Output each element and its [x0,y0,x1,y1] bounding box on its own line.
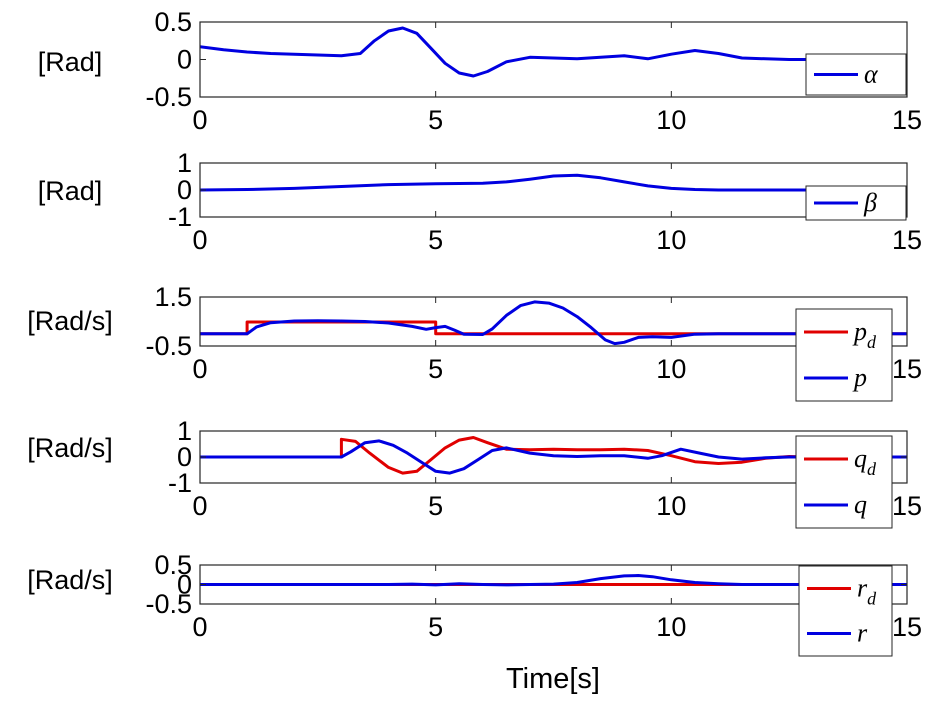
series-line-q [200,439,907,475]
x-tick-label: 0 [192,491,207,521]
series-line-r [200,574,907,587]
x-tick-label: 0 [192,105,207,135]
legend-entry: q [854,490,867,519]
x-tick-label: 0 [192,225,207,255]
y-tick-label: -0.5 [145,589,192,619]
y-tick-label: -1 [168,202,192,232]
y-tick-label: -1 [168,468,192,498]
y-tick-label: 0.5 [154,7,192,37]
x-tick-label: 5 [428,612,443,642]
x-tick-label: 5 [428,105,443,135]
y-tick-label: 0 [177,442,192,472]
x-tick-label: 5 [428,491,443,521]
y-tick-label: 0.5 [154,550,192,580]
x-tick-label: 0 [192,354,207,384]
series-line-α [200,26,907,78]
subplot-1: 0 5 10 150.50-0.5[Rad] α [38,7,922,135]
y-tick-label: 1 [177,148,192,178]
x-tick-label: 10 [656,105,686,135]
y-tick-label: 0 [177,175,192,205]
series-line-qd [200,436,907,475]
axes-box [199,296,908,347]
legend: β [805,185,907,221]
x-tick-label: 15 [892,354,922,384]
x-tick-label: 10 [656,491,686,521]
subplot-3: 0 5 10 15 1.5 -0.5 [Rad/s] pdp [27,282,922,402]
x-tick-label: 0 [192,612,207,642]
series-line-p [200,300,907,346]
y-axis-label: [Rad/s] [27,433,113,463]
legend-box [798,565,893,657]
series-line-β [200,173,907,192]
y-axis-label: [Rad/s] [27,306,113,336]
legend: α [805,53,907,96]
x-tick-label: 10 [656,612,686,642]
y-tick-label: -0.5 [145,82,192,112]
legend-entry: r [857,619,868,648]
legend: pdp [795,308,893,402]
y-axis-label: [Rad] [38,47,103,77]
x-tick-label: 15 [892,225,922,255]
x-axis-label: Time[s] [506,663,600,695]
y-axis-label: [Rad/s] [27,565,113,595]
x-tick-label: 5 [428,354,443,384]
legend-box [795,308,893,402]
y-tick-label: 0 [177,570,192,600]
x-tick-label: 5 [428,225,443,255]
x-tick-label: 15 [892,491,922,521]
legend: qdq [795,435,893,529]
legend-entry: α [864,60,879,89]
x-tick-label: 10 [656,225,686,255]
x-tick-label: 15 [892,105,922,135]
legend: rdr [798,565,893,657]
y-tick-label: 1 [177,416,192,446]
x-tick-label: 10 [656,354,686,384]
y-tick-label: -0.5 [145,331,192,361]
legend-entry: p [852,363,867,392]
legend-entry: β [863,188,877,217]
y-axis-label: [Rad] [38,176,103,206]
y-tick-label: 0 [177,45,192,75]
subplot-5: 0 5 10 150.50-0.5[Rad/s] rdr [27,550,922,657]
legend-box [795,435,893,529]
y-tick-label: 1.5 [154,282,192,312]
x-tick-label: 15 [892,612,922,642]
